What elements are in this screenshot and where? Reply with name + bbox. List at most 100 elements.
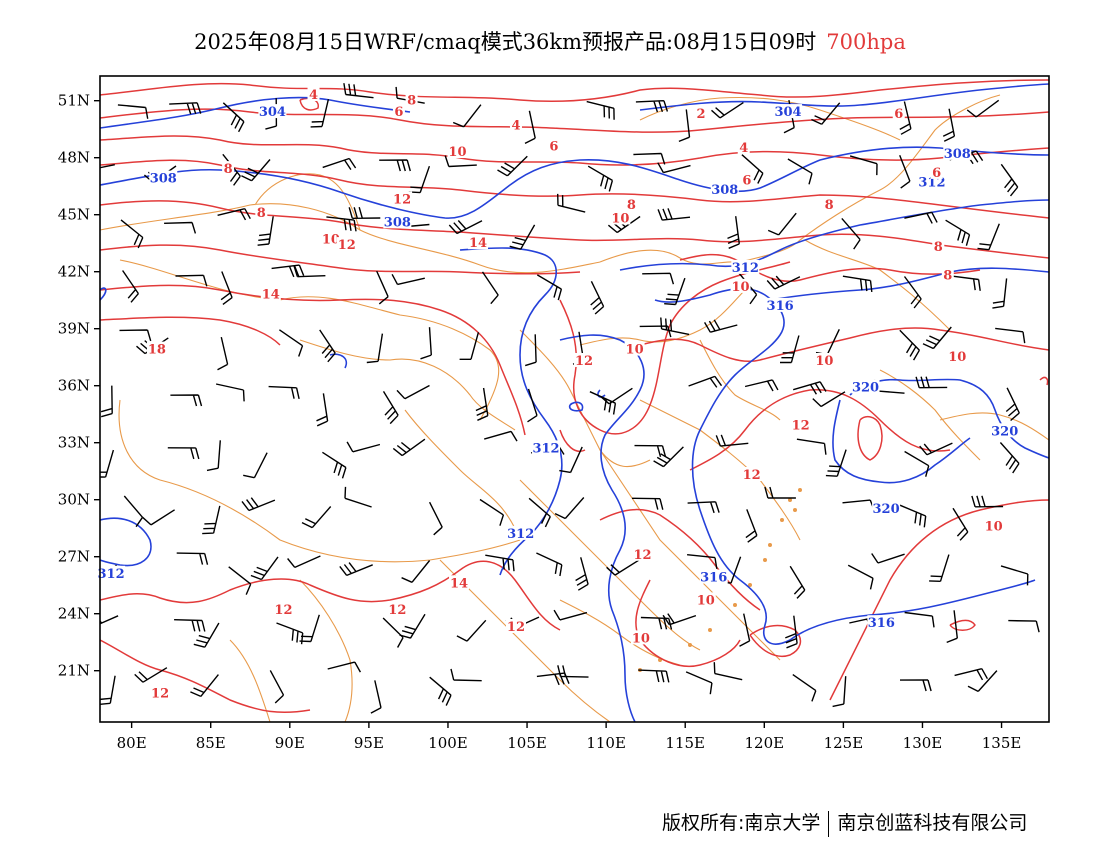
wind-barb [587,165,614,192]
wind-barb [766,275,801,290]
lon-tick-label: 95E [354,734,384,752]
temp-contour-label-bg [947,349,968,364]
wind-barb [370,680,382,714]
temp-contour-label-bg [695,592,716,607]
lat-tick-label: 48N [58,149,90,167]
wind-barb [915,376,948,389]
wind-barb [241,497,276,512]
temp-contour-label: 8 [407,94,416,109]
wind-barb [678,109,691,143]
wind-barb [977,223,1000,251]
wind-barb [793,381,827,395]
wind-barb [396,384,430,400]
wind-barb [812,391,846,408]
wind-barb [919,442,953,456]
wind-barb [559,446,583,474]
wind-barb [428,501,443,536]
temp-contour-label: 4 [511,118,520,133]
height-contour-label-bg [774,104,803,119]
wind-barb [536,552,563,577]
wind-barb [376,270,389,305]
wind-barb [553,609,588,621]
wind-barb [922,326,952,350]
temp-contour-label: 10 [632,631,650,646]
wind-barb [536,672,570,686]
temp-contour-label: 14 [450,576,468,591]
wind-barb [301,506,332,529]
wind-barb [590,280,605,315]
lon-tick-label: 110E [586,734,626,752]
temp-contour-label-bg [547,138,560,153]
wind-barbs [100,83,1040,714]
temp-contour-label-bg [468,235,489,250]
wind-barb [903,276,922,309]
wind-barb [220,271,233,305]
lon-tick-label: 100E [428,734,468,752]
wind-barb [271,264,305,278]
wind-barb [899,679,932,692]
temp-contour-label: 4 [739,141,748,156]
height-contour-label-bg [532,440,561,455]
height-contour-label-bg [943,145,972,160]
height-contour-label-bg [872,501,901,516]
wind-barb [509,224,536,250]
wind-barb [452,104,482,128]
wind-barb [379,159,411,172]
temp-contour-label-bg [336,237,357,252]
height-contour-label: 308 [944,147,971,162]
wind-barb [767,212,797,236]
wind-barb [899,329,921,361]
temp-contour-label-bg [573,353,594,367]
height-contour-label-bg [699,569,728,584]
wind-barb [215,383,245,402]
wind-barb [459,332,480,360]
temp-contour-label: 8 [934,240,943,255]
wind-barb [789,565,806,599]
wind-barb [497,155,528,177]
wind-barb [904,611,935,628]
temp-contour-label: 8 [224,162,233,177]
temp-contour-label-bg [790,417,811,432]
temp-contour-label: 12 [633,548,651,563]
wind-barb [780,335,800,364]
wind-barb [170,394,203,407]
height-contour-label-bg [97,565,126,580]
wind-barb [744,379,779,392]
wind-barb [190,674,219,698]
temp-contour-label-bg [392,104,405,119]
wind-barb [346,441,381,453]
temperature-contours [100,79,1049,714]
wind-barb [842,275,873,292]
temp-contour-label-bg [222,161,235,176]
wind-barb [456,619,487,642]
height-contours [100,83,1049,722]
wind-barb [715,434,749,447]
wind-barb [241,159,271,182]
wind-barb [685,671,713,695]
wind-barb [448,220,483,235]
wind-barb [832,676,847,708]
wind-barb [293,265,326,278]
wind-barb [217,336,229,371]
temp-contour-label: 12 [393,193,411,208]
wind-barb [117,104,149,119]
temp-contour-label-bg [505,619,526,633]
wind-barb [310,99,330,128]
temp-contour-label: 10 [985,519,1003,534]
height-contour-label: 316 [868,616,895,631]
lat-tick-label: 27N [58,548,90,566]
temp-contour-label: 8 [825,198,834,213]
lon-tick-label: 85E [196,734,226,752]
wind-barb [954,668,989,681]
wind-barb [929,554,950,582]
wind-barb [228,566,252,595]
temp-contour-label: 12 [575,354,593,369]
wind-barb [711,102,744,119]
wind-barb [606,559,640,576]
height-contour-label-bg [258,104,287,119]
temp-contour-label: 12 [388,603,406,618]
wind-barb [217,208,251,221]
wind-barb [119,329,152,342]
temp-contour-label: 10 [448,145,466,160]
